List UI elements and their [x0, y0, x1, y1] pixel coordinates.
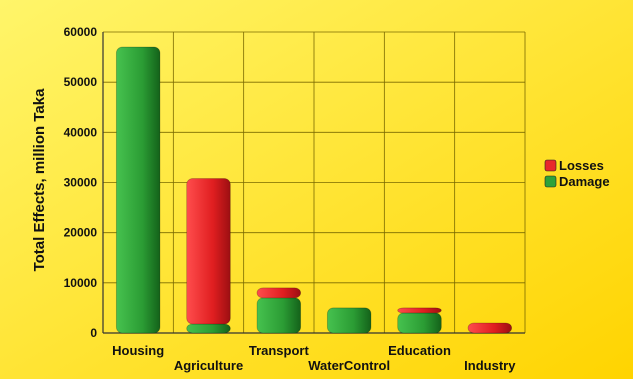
bar-losses-transport	[256, 287, 302, 299]
bar-damage-housing	[115, 46, 161, 334]
bar-damage-watercontrol	[326, 307, 372, 334]
axes	[102, 32, 525, 334]
y-tick-labels: 0 10000 20000 30000 40000 50000 60000	[64, 25, 98, 340]
x-tick-label: Education	[388, 343, 451, 358]
bars	[115, 46, 513, 334]
bar-damage-transport	[256, 297, 302, 334]
x-tick-label: Industry	[464, 358, 516, 373]
legend-label-damage: Damage	[559, 174, 610, 189]
legend-swatch-losses	[544, 159, 557, 172]
bar-losses-agriculture	[186, 178, 231, 325]
y-tick-label: 0	[90, 326, 97, 340]
x-tick-labels: Housing Agriculture TransportWaterControlE…	[112, 343, 516, 373]
bar-losses-industry	[467, 322, 513, 334]
x-tick-label: Housing	[112, 343, 164, 358]
bar-damage-agriculture	[186, 323, 231, 334]
bar-damage-education	[397, 312, 442, 334]
y-tick-label: 60000	[64, 25, 98, 39]
y-tick-label: 30000	[64, 176, 98, 190]
y-tick-label: 10000	[64, 276, 98, 290]
legend-swatch-damage	[544, 175, 557, 188]
y-tick-label: 40000	[64, 125, 98, 139]
legend-label-losses: Losses	[559, 158, 604, 173]
x-tick-label: WaterControl	[308, 358, 390, 373]
y-tick-label: 20000	[64, 226, 98, 240]
gridlines	[102, 31, 526, 334]
x-tick-label: Agriculture	[174, 358, 243, 373]
x-tick-label: Transport	[249, 343, 310, 358]
y-axis-label: Total Effects, million Taka	[31, 88, 48, 271]
y-tick-label: 50000	[64, 75, 98, 89]
bar-losses-education	[397, 307, 442, 314]
